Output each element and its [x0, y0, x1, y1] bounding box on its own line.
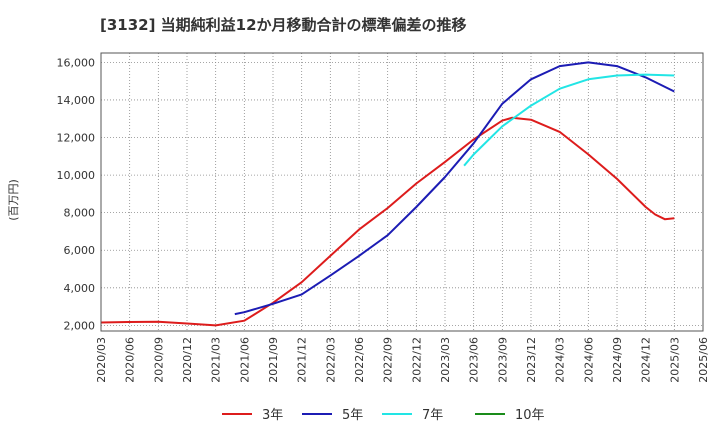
x-tick-label: 2020/12 [181, 337, 194, 383]
x-tick-label: 2024/09 [611, 337, 624, 383]
y-tick-label: 2,000 [64, 319, 96, 332]
x-tick-label: 2022/12 [410, 337, 423, 383]
x-tick-label: 2025/06 [697, 337, 710, 383]
x-tick-label: 2022/06 [353, 337, 366, 383]
x-tick-label: 2020/03 [95, 337, 108, 383]
y-axis-label: (百万円) [7, 179, 20, 221]
x-tick-label: 2021/06 [238, 337, 251, 383]
legend-label-3: 10年 [515, 408, 545, 423]
x-tick-label: 2021/09 [267, 337, 280, 383]
series-line-1 [234, 61, 675, 316]
legend: 3年 5年 7年 10年 [222, 408, 545, 423]
x-tick-label: 2020/09 [152, 337, 165, 383]
x-tick-label: 2020/06 [124, 337, 137, 383]
y-tick-label: 14,000 [57, 94, 96, 107]
x-tick-label: 2023/12 [525, 337, 538, 383]
x-tick-label: 2021/12 [296, 337, 309, 383]
y-tick-label: 16,000 [57, 56, 96, 69]
y-tick-label: 4,000 [64, 282, 96, 295]
x-tick-label: 2024/06 [582, 337, 595, 383]
x-tick-label: 2023/09 [496, 337, 509, 383]
x-tick-label: 2023/06 [468, 337, 481, 383]
legend-label-2: 7年 [422, 408, 443, 423]
legend-label-0: 3年 [262, 408, 283, 423]
x-tick-label: 2021/03 [210, 337, 223, 383]
y-tick-label: 6,000 [64, 244, 96, 257]
x-axis-ticks: 2020/03 2020/06 2020/09 2020/12 2021/03 2021/… [95, 337, 710, 383]
y-tick-label: 12,000 [57, 132, 96, 145]
x-tick-label: 2022/03 [324, 337, 337, 383]
y-tick-label: 8,000 [64, 207, 96, 220]
x-tick-label: 2022/09 [382, 337, 395, 383]
x-tick-label: 2025/03 [668, 337, 681, 383]
y-axis-ticks: 2,000 4,000 6,000 8,000 10,000 12,000 14,000 16… [57, 56, 96, 332]
chart-title: [3132] 当期純利益12か月移動合計の標準偏差の推移 [100, 16, 467, 34]
x-tick-label: 2024/12 [640, 337, 653, 383]
grid [100, 53, 704, 331]
legend-label-1: 5年 [342, 408, 363, 423]
x-tick-label: 2023/03 [439, 337, 452, 383]
x-tick-label: 2024/03 [554, 337, 567, 383]
series-line-0 [100, 116, 675, 327]
series-line-2 [463, 73, 675, 167]
y-tick-label: 10,000 [57, 169, 96, 182]
series-lines [100, 61, 675, 327]
plot-frame [100, 52, 704, 332]
